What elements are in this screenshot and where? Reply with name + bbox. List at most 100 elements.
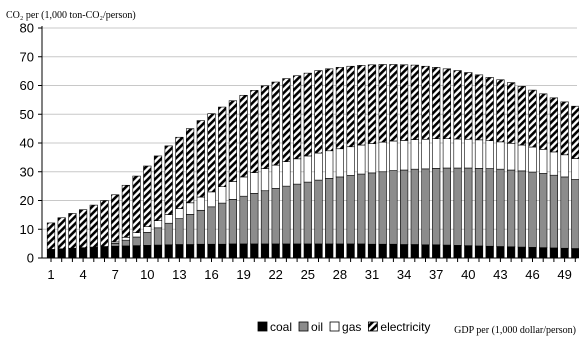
bar-oil-21 [260,190,270,245]
bar-coal-3 [68,247,77,259]
legend-swatch-oil [298,321,309,332]
bar-oil-26 [314,179,323,245]
bar-coal-34 [399,244,409,259]
bar-electricity-41 [474,74,484,141]
x-tick-label: 7 [112,267,119,282]
bar-oil-50 [571,179,579,249]
bar-coal-38 [442,244,452,259]
bar-electricity-40 [464,72,473,140]
bar-gas-14 [186,202,195,215]
bar-gas-20 [250,172,259,194]
y-tick-label: 20 [20,193,34,208]
bar-electricity-10 [143,165,152,227]
bar-gas-13 [175,208,184,219]
x-tick-label: 16 [204,267,218,282]
bar-electricity-43 [496,79,505,143]
bar-oil-42 [485,168,494,247]
bar-coal-13 [175,244,184,259]
bar-oil-11 [153,227,163,246]
bar-gas-50 [571,158,579,180]
y-tick-label: 80 [20,21,34,36]
bar-coal-15 [196,243,205,259]
bar-gas-47 [539,149,548,174]
bar-gas-24 [292,158,302,185]
bar-electricity-1 [46,222,56,250]
bar-gas-8 [121,237,130,241]
bar-oil-45 [517,170,526,248]
legend-label-oil: oil [311,320,323,334]
bar-gas-11 [153,220,163,229]
x-tick-label: 49 [557,267,571,282]
bar-electricity-44 [506,82,516,144]
bar-electricity-36 [421,65,430,140]
bar-coal-14 [186,244,195,259]
bar-oil-27 [325,178,334,245]
bar-electricity-42 [485,77,494,141]
bar-coal-36 [421,244,430,259]
bar-electricity-6 [100,200,109,247]
bar-electricity-4 [79,209,88,248]
bar-gas-19 [239,176,248,197]
bar-coal-35 [410,244,419,259]
bar-coal-10 [143,245,152,259]
bar-electricity-35 [410,64,419,140]
bar-gas-33 [389,140,398,171]
x-tick-label: 31 [365,267,379,282]
bar-coal-45 [517,246,526,259]
legend-label-coal: coal [270,320,292,334]
bar-oil-35 [410,168,419,245]
bar-coal-28 [335,243,345,259]
bar-oil-13 [175,218,184,245]
bar-oil-29 [346,175,355,245]
bar-oil-7 [111,243,120,247]
bar-coal-41 [474,245,484,259]
legend-swatch-gas [329,321,340,332]
bar-gas-34 [399,140,409,171]
bar-oil-44 [506,169,516,248]
x-tick-label: 1 [47,267,54,282]
bar-oil-22 [271,188,280,245]
bar-electricity-47 [539,93,548,150]
bar-oil-28 [335,176,345,245]
bar-gas-36 [421,138,430,170]
bar-gas-23 [282,161,291,187]
bar-oil-40 [464,167,473,246]
bar-oil-24 [292,183,302,245]
x-tick-label: 46 [525,267,539,282]
bar-electricity-50 [571,105,579,159]
bar-coal-11 [153,244,163,259]
bar-gas-40 [464,138,473,169]
legend-label-electricity: electricity [380,320,430,334]
x-tick-label: 37 [429,267,443,282]
bar-electricity-20 [250,90,259,173]
bar-gas-38 [442,138,452,169]
bar-coal-9 [132,245,141,259]
bar-oil-16 [207,206,216,245]
bar-coal-44 [506,246,516,259]
bar-coal-37 [432,244,441,259]
bar-oil-43 [496,168,505,247]
bar-oil-10 [143,232,152,246]
bar-oil-23 [282,185,291,245]
x-tick-label: 34 [397,267,411,282]
bar-oil-9 [132,236,141,246]
x-axis-label: GDP per (1,000 dollar/person) [454,325,576,336]
bar-gas-35 [410,139,419,170]
bar-coal-21 [260,243,270,259]
bar-electricity-17 [218,106,227,187]
bar-coal-49 [560,247,569,259]
bar-gas-43 [496,141,505,170]
y-tick-label: 60 [20,78,34,93]
bar-gas-22 [271,164,280,189]
bar-oil-8 [121,239,130,247]
legend-label-gas: gas [342,320,361,334]
bar-electricity-12 [164,145,173,215]
bar-oil-25 [303,181,312,245]
bar-gas-39 [453,138,462,169]
bar-coal-20 [250,243,259,259]
x-tick-label: 4 [79,267,86,282]
y-tick-label: 10 [20,222,34,237]
bar-electricity-30 [357,65,366,146]
bar-oil-19 [239,195,248,245]
